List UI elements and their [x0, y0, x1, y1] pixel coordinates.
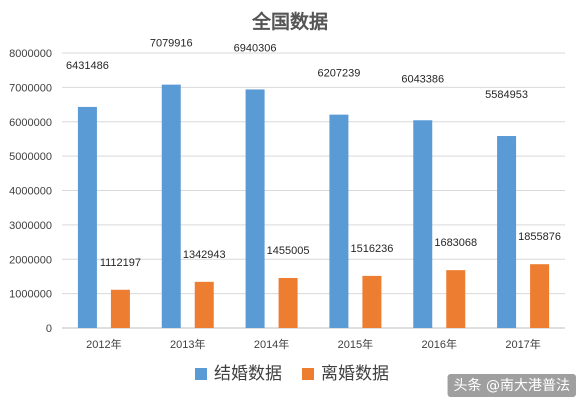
legend-label: 结婚数据: [214, 364, 282, 384]
data-label: 1855876: [518, 231, 561, 243]
bar-divorce: [194, 281, 214, 328]
bar-marriage: [77, 106, 97, 329]
y-tick-label: 0: [46, 323, 52, 335]
bar-divorce: [530, 264, 550, 328]
y-tick-label: 2000000: [9, 254, 52, 266]
grid-lines: [62, 52, 565, 329]
data-label: 6940306: [234, 42, 277, 54]
x-tick-label: 2013年: [170, 337, 205, 351]
x-tick-label: 2014年: [254, 337, 289, 351]
y-tick-label: 4000000: [9, 186, 52, 198]
data-label: 5584953: [485, 89, 528, 101]
bar-divorce: [110, 289, 130, 328]
data-labels: 6431486 1112197 7079916 1342943 6940306 14550…: [66, 38, 561, 269]
chart-title: 全国数据: [251, 10, 328, 33]
x-tick-label: 2016年: [422, 337, 457, 351]
y-axis: 0 1000000 2000000 3000000 4000000 5000000 6000…: [9, 48, 52, 335]
data-label: 6043386: [401, 73, 444, 85]
bars: [77, 84, 550, 329]
legend: 结婚数据 离婚数据: [195, 364, 389, 384]
bar-divorce: [362, 275, 382, 328]
legend-label: 离婚数据: [321, 364, 389, 384]
data-label: 1683068: [434, 237, 477, 249]
watermark-background: [447, 374, 576, 397]
y-tick-label: 3000000: [9, 220, 52, 232]
legend-swatch: [302, 368, 314, 380]
y-tick-label: 5000000: [9, 151, 52, 163]
data-label: 7079916: [150, 38, 193, 50]
data-label: 6207239: [318, 68, 361, 80]
x-tick-label: 2015年: [338, 337, 373, 351]
bar-marriage: [413, 120, 433, 328]
data-label: 6431486: [66, 60, 109, 72]
y-tick-label: 8000000: [9, 48, 52, 60]
data-label: 1516236: [351, 243, 394, 255]
data-label: 1112197: [100, 257, 141, 269]
watermark: 头条 @南大港普法: [447, 374, 576, 397]
y-tick-label: 6000000: [9, 117, 52, 129]
bar-divorce: [278, 277, 298, 328]
bar-divorce: [446, 270, 466, 328]
bar-marriage: [245, 89, 265, 329]
legend-swatch: [195, 368, 207, 380]
bar-marriage: [329, 114, 349, 328]
x-tick-label: 2017年: [505, 337, 540, 351]
bar-marriage: [161, 84, 181, 328]
data-label: 1455005: [267, 245, 310, 257]
watermark-text: 头条 @南大港普法: [454, 377, 570, 394]
data-label: 1342943: [183, 249, 226, 261]
x-tick-label: 2012年: [86, 337, 121, 351]
bar-marriage: [497, 136, 517, 328]
y-tick-label: 1000000: [9, 289, 52, 301]
y-tick-label: 7000000: [9, 82, 52, 94]
x-axis: 2012年 2013年 2014年 2015年 2016年 2017年: [86, 337, 541, 351]
